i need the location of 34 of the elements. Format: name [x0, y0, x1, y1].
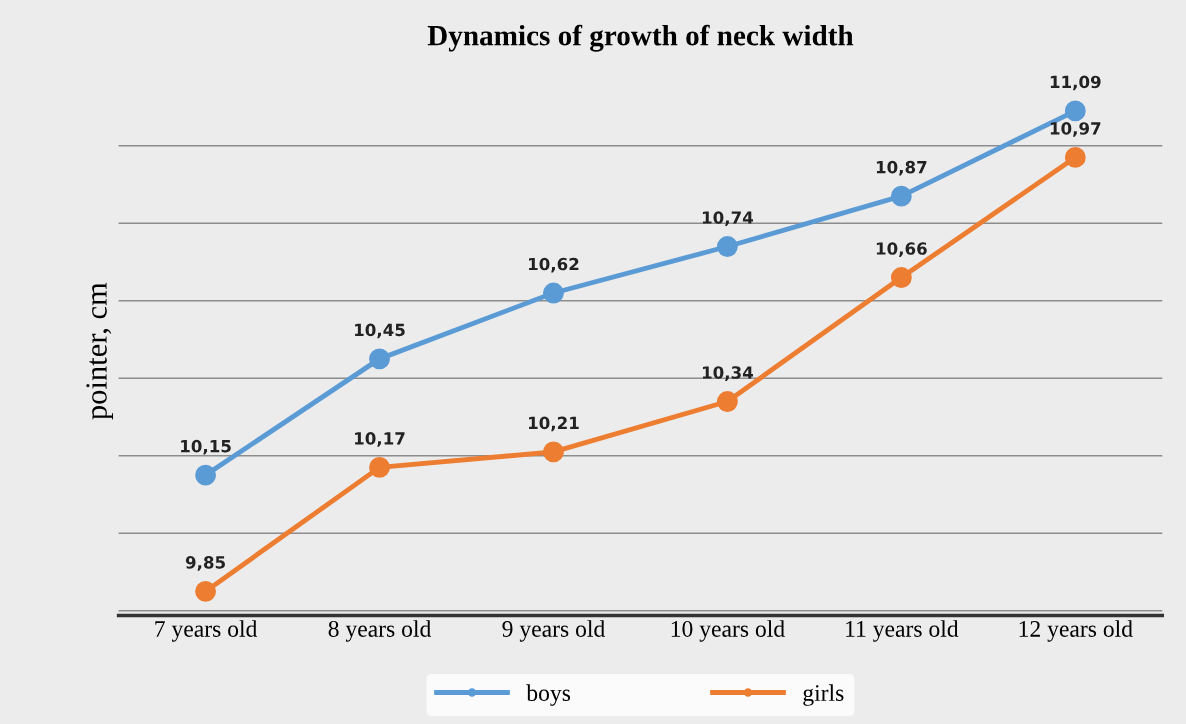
- data-label: 10,74: [702, 211, 754, 226]
- data-label: 10,45: [355, 323, 405, 339]
- x-tick-label: 9 years old: [502, 620, 605, 642]
- legend-label: boys: [526, 684, 571, 706]
- chart-title: Dynamics of growth of neck width: [427, 24, 854, 52]
- point: [369, 456, 390, 478]
- point: [195, 464, 216, 486]
- point: [1064, 100, 1086, 122]
- point: [543, 282, 564, 304]
- data-label: 10,87: [876, 160, 927, 176]
- x-tick-label: 10 years old: [671, 620, 785, 642]
- point: [543, 441, 564, 463]
- data-label: 10,15: [181, 439, 231, 455]
- data-label: 10,17: [355, 432, 405, 447]
- point: [1064, 146, 1086, 168]
- y-axis-title: pointer, cm: [86, 282, 114, 420]
- data-label: 11,09: [1050, 75, 1101, 91]
- data-label: 10,62: [528, 257, 579, 273]
- x-tick-label: 12 years old: [1019, 620, 1133, 642]
- point: [890, 267, 912, 288]
- x-tick-label: 7 years old: [155, 620, 258, 642]
- data-label: 10,66: [876, 242, 927, 257]
- point: [716, 236, 738, 257]
- point: [195, 580, 216, 602]
- data-label: 10,97: [1050, 122, 1101, 137]
- point: [890, 185, 912, 207]
- point: [369, 348, 390, 370]
- data-label: 10,34: [702, 366, 754, 381]
- legend-label: girls: [803, 684, 844, 706]
- data-label: 9,85: [185, 556, 225, 571]
- x-tick-label: 8 years old: [328, 620, 432, 642]
- point: [716, 391, 738, 412]
- x-tick-label: 11 years old: [846, 620, 959, 642]
- data-label: 10,21: [528, 416, 579, 432]
